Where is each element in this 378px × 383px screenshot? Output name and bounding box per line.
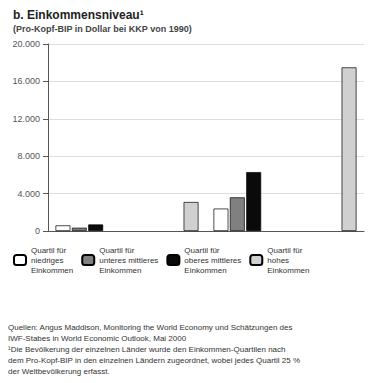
svg-text:Quartil für: Quartil für <box>267 246 302 255</box>
svg-text:Einkommen: Einkommen <box>184 266 226 275</box>
svg-text:niedriges: niedriges <box>31 256 63 265</box>
svg-text:Einkommen: Einkommen <box>267 266 309 275</box>
svg-text:unteres mittleres: unteres mittleres <box>99 256 158 265</box>
svg-text:hohes: hohes <box>267 256 289 265</box>
svg-text:(Pro-Kopf-BIP in Dollar bei KK: (Pro-Kopf-BIP in Dollar bei KKP von 1990… <box>13 24 192 34</box>
svg-text:Einkommen: Einkommen <box>99 266 141 275</box>
svg-text:16.000: 16.000 <box>12 76 40 86</box>
svg-text:IWF-Stabes in World Economic O: IWF-Stabes in World Economic Outlook, Ma… <box>8 334 187 343</box>
svg-text:dem Pro-Kopf-BIP in den einzel: dem Pro-Kopf-BIP in den einzelnen Länder… <box>8 356 300 365</box>
svg-text:0: 0 <box>35 226 40 236</box>
svg-text:der Weltbevölkerung erfasst.: der Weltbevölkerung erfasst. <box>8 367 110 376</box>
svg-text:4.000: 4.000 <box>17 189 40 199</box>
svg-text:oberes mittleres: oberes mittleres <box>184 256 241 265</box>
svg-text:b. Einkommensniveau¹: b. Einkommensniveau¹ <box>13 8 144 22</box>
svg-text:Quartil für: Quartil für <box>99 246 134 255</box>
svg-text:12.000: 12.000 <box>12 114 40 124</box>
svg-text:Quartil für: Quartil für <box>184 246 219 255</box>
svg-text:20.000: 20.000 <box>12 39 40 49</box>
svg-text:Quartil für: Quartil für <box>31 246 66 255</box>
svg-text:Quellen: Angus Maddison, Monit: Quellen: Angus Maddison, Monitoring the … <box>8 323 292 332</box>
svg-text:8.000: 8.000 <box>17 151 40 161</box>
svg-text:Einkommen: Einkommen <box>31 266 73 275</box>
svg-text:¹Die Bevölkerung der einzelnen: ¹Die Bevölkerung der einzelnen Länder wu… <box>8 345 286 354</box>
